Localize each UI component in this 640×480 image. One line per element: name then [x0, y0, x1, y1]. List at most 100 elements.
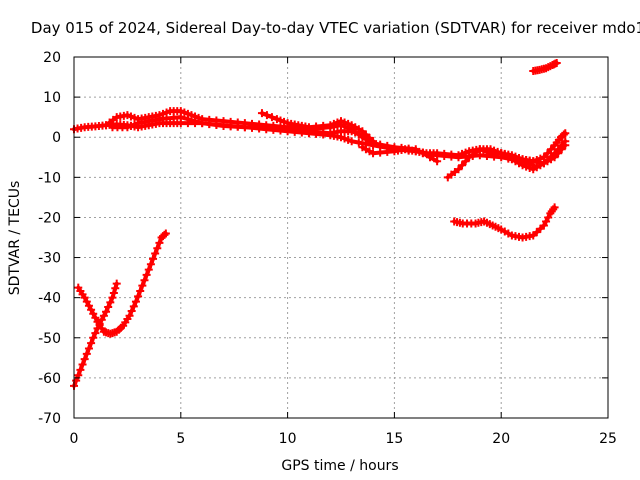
y-tick-label: -50	[38, 331, 61, 347]
data-point	[447, 150, 456, 159]
data-point	[78, 360, 87, 369]
data-point	[151, 249, 160, 258]
data-point	[542, 217, 551, 226]
data-point	[127, 307, 136, 316]
data-point	[136, 286, 145, 295]
data-point	[205, 119, 214, 128]
x-tick-label: 20	[492, 431, 510, 447]
data-point	[160, 230, 169, 239]
y-tick-label: -20	[38, 210, 61, 226]
data-point	[129, 302, 138, 311]
data-point	[176, 113, 185, 122]
data-point	[134, 119, 143, 128]
data-point	[262, 123, 271, 132]
y-tick-label: -60	[38, 371, 61, 387]
data-point	[433, 157, 442, 166]
y-tick-label: 20	[43, 50, 61, 66]
data-point	[162, 114, 171, 123]
y-tick-label: -70	[38, 411, 61, 427]
data-point	[91, 329, 100, 338]
data-point	[76, 365, 85, 374]
data-point	[82, 297, 91, 306]
x-tick-label: 0	[70, 431, 79, 447]
data-point	[248, 123, 256, 132]
data-point	[87, 339, 96, 348]
data-point	[144, 265, 153, 274]
y-axis-label: SDTVAR / TECUs	[7, 181, 23, 296]
data-point	[354, 138, 363, 147]
x-tick-label: 25	[599, 431, 617, 447]
data-point	[369, 137, 378, 146]
data-point	[550, 149, 559, 158]
data-point	[106, 298, 115, 307]
data-point	[142, 270, 151, 279]
data-point	[369, 149, 378, 158]
y-tick-label: -30	[38, 251, 61, 267]
data-point	[257, 109, 266, 118]
data-point	[383, 147, 392, 156]
series-track-low-right	[450, 203, 559, 242]
data-point	[97, 315, 106, 324]
y-tick-label: -10	[38, 170, 61, 186]
data-point	[544, 213, 553, 222]
data-point	[547, 145, 556, 154]
data-point	[89, 309, 98, 318]
data-point	[149, 254, 158, 263]
data-point	[125, 311, 134, 320]
data-point	[219, 121, 228, 130]
grid-lines	[74, 57, 608, 418]
data-point	[212, 120, 221, 129]
data-point	[433, 149, 442, 158]
data-point	[550, 203, 559, 212]
data-point	[102, 307, 111, 316]
data-point	[554, 145, 563, 154]
data-point	[112, 279, 121, 288]
data-point	[161, 229, 170, 238]
data-point	[226, 121, 235, 130]
data-point	[140, 276, 149, 285]
data-point	[440, 149, 449, 158]
data-point	[84, 344, 93, 353]
data-point	[539, 221, 548, 230]
data-point	[559, 130, 568, 139]
data-point	[198, 119, 207, 128]
x-tick-label: 10	[279, 431, 297, 447]
data-point	[146, 260, 155, 269]
y-tick-label: -40	[38, 291, 61, 307]
axis-ticks: 0 5 10 15 20 25 -70 -60 -50 -40 -30 -20 -10 0 10 20	[38, 50, 617, 447]
data-point	[111, 284, 120, 293]
data-point	[458, 161, 467, 170]
data-point	[138, 281, 147, 290]
data-point	[376, 140, 385, 149]
data-point	[141, 117, 150, 126]
x-tick-label: 5	[176, 431, 185, 447]
data-point	[376, 148, 385, 157]
data-point	[319, 121, 328, 130]
data-point	[262, 111, 271, 120]
data-point	[312, 122, 321, 131]
data-point	[87, 305, 96, 314]
data-point	[191, 117, 200, 126]
data-point	[552, 59, 561, 68]
y-tick-label: 10	[43, 90, 61, 106]
data-point	[91, 313, 100, 322]
data-point	[304, 123, 313, 132]
data-point	[89, 333, 98, 342]
series-line	[76, 231, 168, 336]
data-point	[319, 128, 328, 137]
plot-frame	[73, 56, 609, 419]
data-point	[240, 123, 249, 132]
chart-title: Day 015 of 2024, Sidereal Day-to-day VTE…	[31, 19, 640, 37]
data-point	[461, 157, 470, 166]
data-point	[99, 311, 108, 320]
data-point	[109, 288, 118, 297]
data-point	[454, 165, 463, 174]
data-point	[104, 303, 113, 312]
data-point	[131, 297, 140, 306]
series-track-main-3	[108, 113, 378, 146]
data-point	[269, 123, 278, 132]
data-point	[169, 113, 178, 122]
data-point	[80, 355, 89, 364]
data-point	[347, 137, 356, 146]
data-point	[255, 123, 264, 132]
